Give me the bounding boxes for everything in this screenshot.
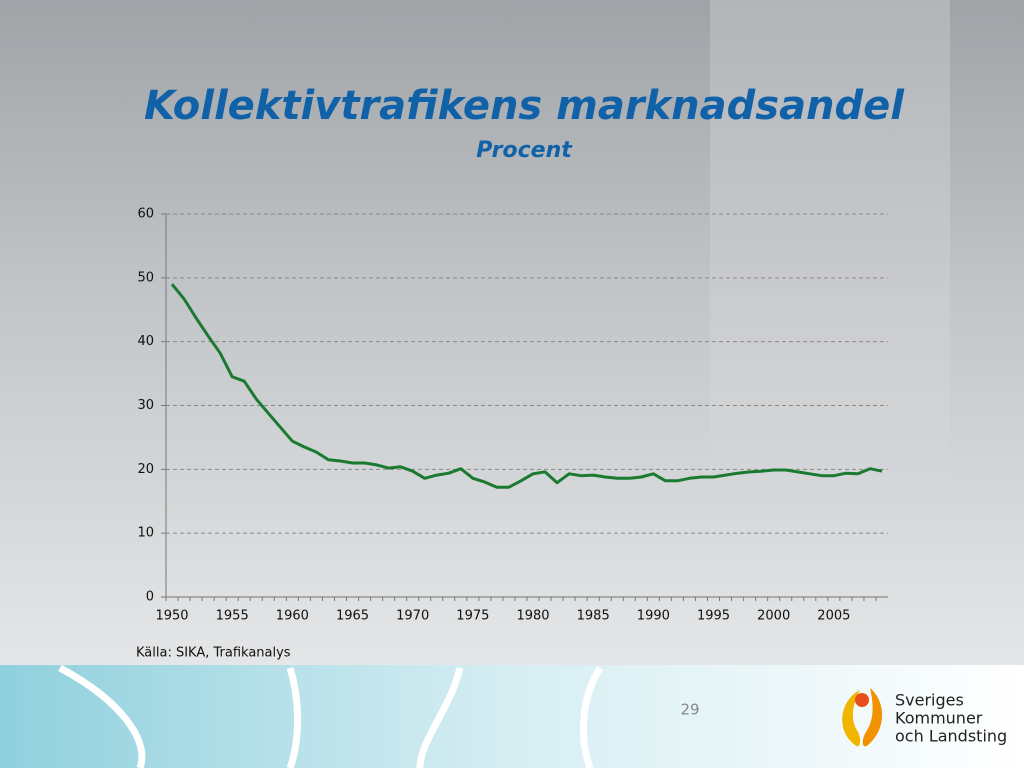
logo: Sveriges Kommuner och Landsting — [842, 688, 1007, 747]
source: Källa: SIKA, Trafikanalys — [136, 646, 291, 661]
logo-text: Kommuner — [895, 709, 983, 728]
page-number: 29 — [680, 701, 699, 719]
y-tick-label: 30 — [137, 398, 154, 413]
footer-waves — [58, 664, 603, 768]
fog — [710, 0, 950, 500]
y-tick-label: 50 — [137, 270, 154, 285]
x-tick-label: 1985 — [577, 609, 610, 624]
x-tick-label: 1975 — [456, 609, 489, 624]
y-tick-label: 20 — [137, 462, 154, 477]
y-tick-label: 60 — [137, 207, 154, 222]
logo-shape — [842, 690, 861, 747]
data-line — [170, 283, 883, 489]
subtitle: Procent — [476, 138, 573, 163]
x-tick-label: 1955 — [216, 609, 249, 624]
photo-area — [0, 0, 1024, 665]
footer-band — [0, 665, 1024, 768]
logo-text: Sveriges — [895, 691, 964, 710]
x-tick-label: 1995 — [697, 609, 730, 624]
y-tick-label: 10 — [137, 526, 154, 541]
x-tick-label: 2005 — [817, 609, 850, 624]
x-tick-label: 2000 — [757, 609, 790, 624]
logo-head — [855, 693, 869, 707]
logo-text: och Landsting — [895, 727, 1007, 746]
x-tick-label: 1980 — [516, 609, 549, 624]
x-tick-label: 1950 — [155, 609, 188, 624]
title: Kollektivtrafikens marknadsandel — [144, 83, 905, 129]
x-tick-label: 1990 — [637, 609, 670, 624]
x-tick-label: 1965 — [336, 609, 369, 624]
y-tick-label: 0 — [146, 590, 154, 605]
x-tick-label: 1970 — [396, 609, 429, 624]
y-tick-label: 40 — [137, 334, 154, 349]
x-tick-label: 1960 — [276, 609, 309, 624]
logo-shape — [862, 688, 883, 747]
